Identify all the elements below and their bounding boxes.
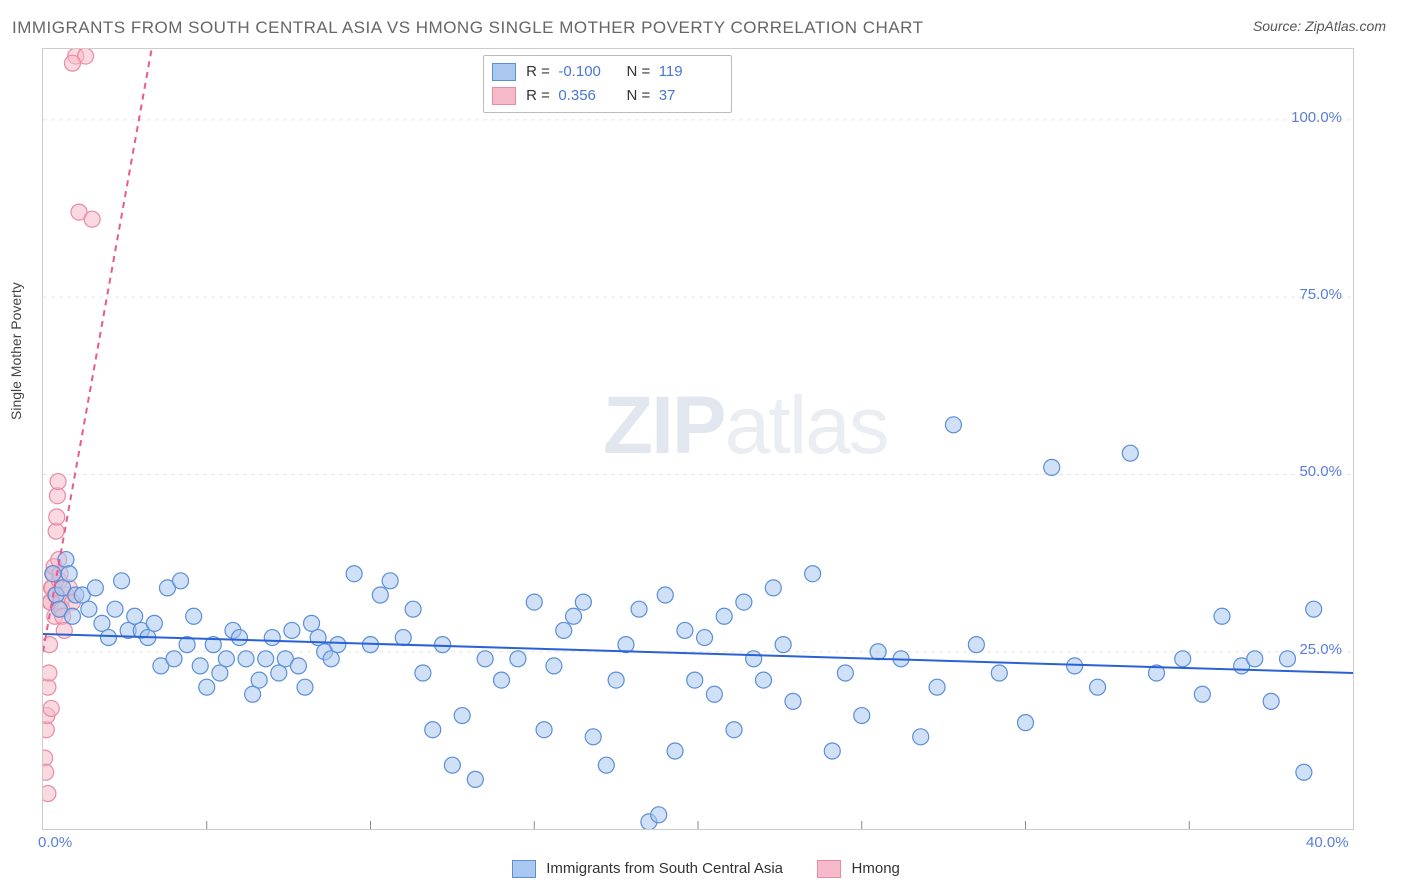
r-value-series2: 0.356 [558,84,622,108]
source-credit: Source: ZipAtlas.com [1253,18,1386,34]
swatch-series1 [492,63,516,81]
r-value-series1: -0.100 [558,60,622,84]
stats-row-series1: R = -0.100 N = 119 [492,60,723,84]
x-tick-label: 40.0% [1306,834,1349,851]
series-legend: Immigrants from South Central Asia Hmong [0,860,1406,878]
chart-title: IMMIGRANTS FROM SOUTH CENTRAL ASIA VS HM… [12,18,923,38]
y-tick-label: 100.0% [1291,109,1342,126]
y-tick-label: 75.0% [1299,286,1342,303]
swatch-series2 [817,860,841,878]
legend-label-series2: Hmong [852,860,900,877]
r-label: R = [526,84,554,108]
swatch-series2 [492,87,516,105]
y-tick-label: 50.0% [1299,463,1342,480]
y-axis-label: Single Mother Poverty [8,282,24,420]
watermark: ZIPatlas [603,379,888,473]
swatch-series1 [512,860,536,878]
n-value-series1: 119 [659,60,723,84]
x-tick-label: 0.0% [38,834,72,851]
y-tick-label: 25.0% [1299,641,1342,658]
n-label: N = [627,84,655,108]
n-label: N = [627,60,655,84]
r-label: R = [526,60,554,84]
plot-area: ZIPatlas R = -0.100 N = 119 R = 0.356 N … [42,48,1354,830]
legend-label-series1: Immigrants from South Central Asia [546,860,783,877]
stats-legend: R = -0.100 N = 119 R = 0.356 N = 37 [483,55,732,113]
n-value-series2: 37 [659,84,723,108]
stats-row-series2: R = 0.356 N = 37 [492,84,723,108]
